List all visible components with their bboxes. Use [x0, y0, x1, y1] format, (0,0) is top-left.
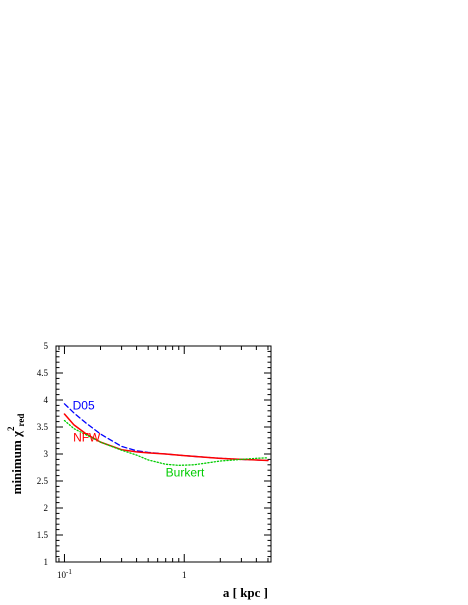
series-layer [63, 403, 269, 466]
svg-text:minimum χ2red: minimum χ2red [6, 414, 26, 495]
y-tick-label: 1.5 [37, 530, 49, 540]
y-tick-label: 2 [44, 503, 49, 513]
series-label-d05: D05 [73, 399, 95, 413]
y-tick-label: 1 [44, 557, 49, 567]
y-axis-title-main: minimum χ [9, 430, 24, 494]
y-tick-label: 3.5 [37, 422, 49, 432]
x-tick-label: 10-1 [57, 568, 72, 580]
y-tick-label: 2.5 [37, 476, 49, 486]
x-tick-label: 1 [182, 570, 187, 580]
label-layer: D05 NFW Burkert [73, 399, 205, 480]
x-axis-title: a [ kpc ] [223, 585, 268, 600]
axis-ticks: 1 1.5 2 2.5 3 3.5 4 4.5 5 10-1 1 [37, 341, 271, 580]
y-tick-label: 4.5 [37, 368, 49, 378]
y-tick-label: 3 [44, 449, 49, 459]
x-tick-base: 10 [57, 570, 67, 580]
y-tick-label: 5 [44, 341, 49, 351]
x-tick-base: 1 [182, 570, 187, 580]
series-line-burkert [63, 419, 269, 466]
series-label-burkert: Burkert [166, 466, 205, 480]
series-label-nfw: NFW [73, 431, 101, 445]
y-axis-title-subscript: red [16, 414, 26, 427]
y-axis-title-superscript: 2 [6, 426, 16, 431]
x-tick-exponent: -1 [66, 568, 72, 576]
y-tick-label: 4 [44, 395, 49, 405]
y-axis-title: minimum χ2red [6, 414, 26, 495]
